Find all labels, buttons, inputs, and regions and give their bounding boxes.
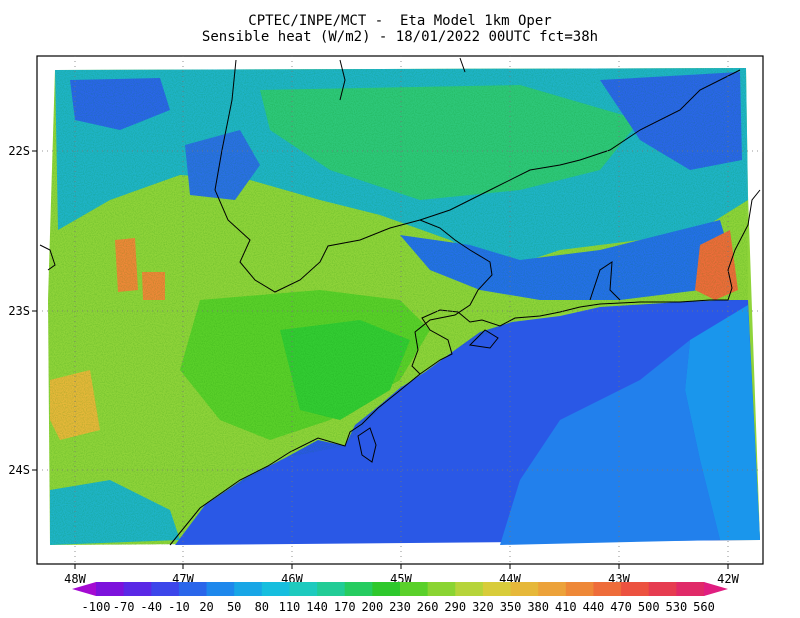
boundaries [39, 57, 761, 546]
colorbar-label: 290 [444, 600, 466, 614]
colorbar [72, 582, 728, 596]
colorbar-max-arrow [704, 582, 728, 596]
latitude-ticks: 22S 23S 24S [8, 144, 37, 477]
west-coast-detail [39, 244, 56, 271]
colorbar-label: 80 [255, 600, 269, 614]
ocean-offshore-light [685, 305, 760, 540]
state-border-4 [459, 57, 466, 73]
colorbar-label: 470 [610, 600, 632, 614]
colorbar-label: 560 [693, 600, 715, 614]
state-border-2 [214, 59, 741, 293]
gridlines [37, 56, 763, 564]
state-border-3 [339, 59, 346, 101]
colorbar-label: -70 [113, 600, 135, 614]
colorbar-segment [538, 582, 567, 596]
lon-tick-label: 42W [717, 572, 739, 586]
colorbar-labels: -100 -70 -40 -10 20 50 80 110 140 170 200 230 260 290… [82, 600, 715, 614]
coastline [169, 189, 761, 546]
colorbar-segment [123, 582, 152, 596]
colorbar-segment [676, 582, 705, 596]
colorbar-segment [344, 582, 373, 596]
colorbar-label: 230 [389, 600, 411, 614]
lon-tick-label: 48W [64, 572, 86, 586]
colorbar-label: 20 [199, 600, 213, 614]
lat-tick-label: 22S [8, 144, 30, 158]
title-line-2: Sensible heat (W/m2) - 18/01/2022 00UTC … [201, 29, 599, 45]
colorbar-min-arrow [72, 582, 96, 596]
colorbar-label: 140 [306, 600, 328, 614]
colorbar-label: 170 [334, 600, 356, 614]
colorbar-segment [427, 582, 456, 596]
lat-tick-label: 23S [8, 304, 30, 318]
colorbar-label: 320 [472, 600, 494, 614]
colorbar-label: -10 [168, 600, 190, 614]
colorbar-segment [648, 582, 677, 596]
colorbar-label: 200 [362, 600, 384, 614]
colorbar-segment [372, 582, 401, 596]
colorbar-segment [234, 582, 263, 596]
state-border-1 [411, 219, 493, 375]
colorbar-segment [206, 582, 235, 596]
colorbar-segment [96, 582, 125, 596]
colorbar-label: 350 [500, 600, 522, 614]
ocean-offshore-mid [500, 340, 720, 545]
colorbar-segment [178, 582, 208, 596]
title-line-1: CPTEC/INPE/MCT - Eta Model 1km Oper [248, 13, 552, 29]
island-1 [468, 329, 499, 349]
colorbar-segment [455, 582, 484, 596]
colorbar-label: 530 [666, 600, 688, 614]
colorbar-label: -100 [82, 600, 111, 614]
colorbar-label: 50 [227, 600, 241, 614]
colorbar-segment [510, 582, 539, 596]
colorbar-segment [261, 582, 290, 596]
colorbar-segment [151, 582, 180, 596]
colorbar-segment [621, 582, 650, 596]
lat-tick-label: 24S [8, 463, 30, 477]
island-2 [357, 427, 377, 463]
colorbar-label: 440 [583, 600, 605, 614]
colorbar-segment [565, 582, 594, 596]
colorbar-label: 500 [638, 600, 660, 614]
colorbar-label: 260 [417, 600, 439, 614]
colorbar-label: -40 [140, 600, 162, 614]
colorbar-segment [400, 582, 429, 596]
colorbar-label: 380 [527, 600, 549, 614]
colorbar-segment [289, 582, 318, 596]
colorbar-label: 410 [555, 600, 577, 614]
colorbar-segment [482, 582, 512, 596]
colorbar-segment [593, 582, 622, 596]
map-field [37, 56, 763, 564]
map-frame [36, 55, 764, 565]
bay-outline [589, 261, 621, 301]
colorbar-label: 110 [279, 600, 301, 614]
colorbar-segment [317, 582, 346, 596]
